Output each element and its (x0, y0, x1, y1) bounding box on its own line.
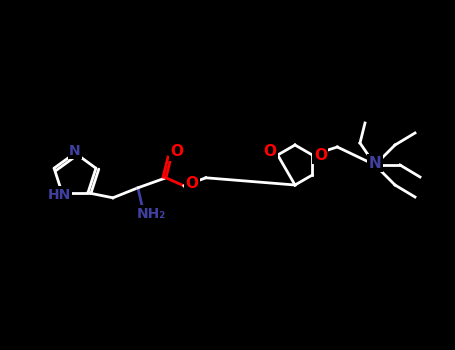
Text: O: O (314, 147, 327, 162)
Text: NH₂: NH₂ (136, 207, 166, 221)
Text: O: O (186, 176, 198, 191)
Text: N: N (369, 155, 381, 170)
Text: O: O (171, 144, 183, 159)
Text: HN: HN (47, 188, 71, 202)
Text: O: O (263, 144, 276, 159)
Text: N: N (69, 144, 81, 158)
